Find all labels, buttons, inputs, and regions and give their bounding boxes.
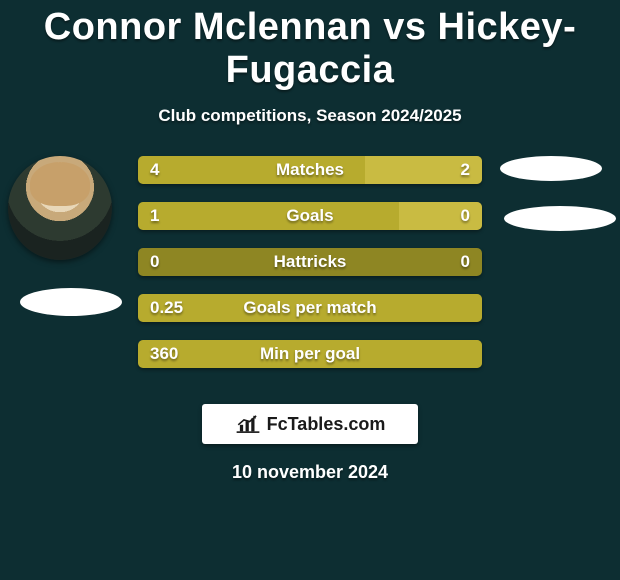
- player-left-avatar: [8, 156, 112, 260]
- stat-row: 0Hattricks0: [138, 248, 482, 276]
- stat-value-right: 0: [461, 248, 470, 276]
- stat-row: 4Matches2: [138, 156, 482, 184]
- player-left-flag: [20, 288, 122, 316]
- date-text: 10 november 2024: [0, 462, 620, 483]
- branding-text: FcTables.com: [267, 414, 386, 435]
- stat-label: Min per goal: [138, 340, 482, 368]
- stat-value-right: 0: [461, 202, 470, 230]
- stat-label: Goals: [138, 202, 482, 230]
- stat-label: Hattricks: [138, 248, 482, 276]
- subtitle: Club competitions, Season 2024/2025: [0, 106, 620, 126]
- stat-row: 1Goals0: [138, 202, 482, 230]
- stat-row: 360Min per goal: [138, 340, 482, 368]
- branding-badge: FcTables.com: [202, 404, 418, 444]
- stat-row: 0.25Goals per match: [138, 294, 482, 322]
- player-right-flag-2: [504, 206, 616, 231]
- stat-label: Matches: [138, 156, 482, 184]
- stat-value-right: 2: [461, 156, 470, 184]
- stat-rows: 4Matches21Goals00Hattricks00.25Goals per…: [138, 156, 482, 386]
- stat-label: Goals per match: [138, 294, 482, 322]
- chart-icon: [235, 413, 261, 435]
- page-title: Connor Mclennan vs Hickey-Fugaccia: [0, 0, 620, 92]
- player-right-flag-1: [500, 156, 602, 181]
- comparison-panel: 4Matches21Goals00Hattricks00.25Goals per…: [0, 156, 620, 396]
